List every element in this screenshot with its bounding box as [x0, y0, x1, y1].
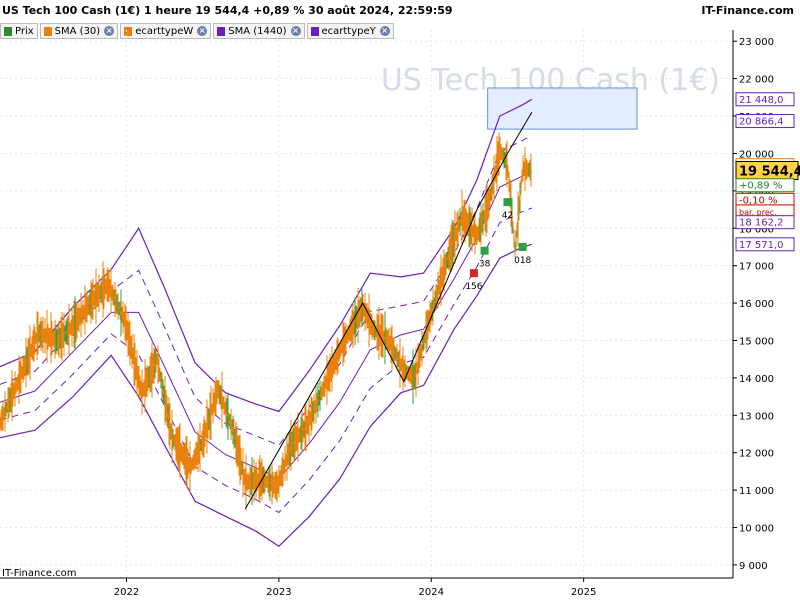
lower-band — [0, 243, 532, 547]
footer-brand: IT-Finance.com — [2, 568, 77, 579]
price-label: 17 571,0 — [735, 237, 795, 252]
target-zone — [487, 87, 638, 130]
price-label-text: 20 866,4 — [739, 117, 784, 128]
signal-marker: 42 — [502, 198, 513, 221]
legend-swatch — [124, 26, 133, 36]
price-label: 20 866,4 — [735, 114, 795, 129]
price-label: -0,10 % — [735, 192, 795, 207]
header-bar: US Tech 100 Cash (1€) 1 heure 19 544,4 +… — [0, 0, 800, 22]
price-label-box — [735, 114, 795, 129]
y-tick-label: 11 000 — [739, 486, 774, 497]
y-tick-label: 15 000 — [739, 336, 774, 347]
y-tick-label: 10 000 — [739, 524, 774, 535]
brand-logo: IT-Finance.com — [701, 4, 794, 17]
legend-item-2[interactable]: ecarttypeW × — [120, 23, 212, 39]
close-icon[interactable]: × — [290, 26, 301, 36]
y-tick-label: 17 000 — [739, 262, 774, 273]
price-series — [0, 132, 532, 511]
price-label: 19 544,4 — [735, 160, 800, 180]
legend-swatch — [4, 26, 12, 36]
legend-label: Prix — [15, 25, 34, 37]
y-tick-label: 9 000 — [739, 561, 768, 572]
close-icon[interactable]: × — [197, 26, 208, 36]
y-tick-label: 18 000 — [739, 224, 774, 235]
upper-band — [0, 98, 533, 413]
legend-item-0[interactable]: Prix — [0, 23, 38, 39]
price-label-text: 19 544,4 — [739, 164, 800, 179]
legend-item-3[interactable]: SMA (1440) × — [213, 23, 305, 39]
marker-shape — [480, 246, 489, 255]
price-label-text: -0,10 % — [739, 195, 778, 206]
y-tick-label: 14 000 — [739, 374, 774, 385]
y-tick-label: 22 000 — [739, 75, 774, 86]
price-label-text: bar. prec. — [739, 208, 777, 217]
x-tick-label: 2024 — [419, 587, 444, 598]
x-tick-label: 2025 — [571, 587, 596, 598]
y-tick-label: 16 000 — [739, 299, 774, 310]
price-label: +0,89 % — [735, 178, 795, 193]
signal-marker: 018 — [514, 242, 532, 266]
y-tick-label: 13 000 — [739, 411, 774, 422]
y-tick-label: 12 000 — [739, 449, 774, 460]
legend-label: ecarttypeW — [135, 25, 194, 37]
close-icon[interactable]: × — [104, 26, 115, 36]
signal-marker: 38 — [479, 246, 491, 270]
indicator-legend: Prix SMA (30) × ecarttypeW × SMA (1440) × ecart… — [0, 23, 396, 39]
close-icon[interactable]: × — [379, 26, 390, 36]
signal-marker: 156 — [465, 269, 483, 292]
x-tick-label: 2023 — [266, 587, 291, 598]
price-label: 18 162,2 — [735, 215, 795, 230]
marker-label: 38 — [479, 260, 491, 270]
price-label: 21 448,0 — [735, 92, 795, 107]
marker-label: 156 — [465, 282, 482, 292]
price-label-text: +0,89 % — [739, 181, 782, 192]
y-tick-label: 19 000 — [739, 187, 774, 198]
price-label-box — [735, 215, 795, 230]
upper-inner-band — [0, 135, 533, 446]
legend-swatch — [310, 26, 319, 36]
marker-shape — [518, 242, 527, 251]
marker-shape — [503, 198, 512, 207]
legend-label: SMA (30) — [54, 25, 101, 37]
legend-item-1[interactable]: SMA (30) × — [39, 23, 119, 39]
marker-label: 42 — [502, 211, 513, 221]
price-label-text: 17 571,0 — [739, 240, 784, 251]
y-tick-label: 23 000 — [739, 37, 774, 48]
trend-line — [244, 112, 533, 510]
sma-1440-line — [0, 171, 533, 480]
legend-label: SMA (1440) — [228, 25, 287, 37]
marker-label: 018 — [514, 256, 531, 266]
price-label-text: 21 448,0 — [739, 95, 784, 106]
sma-30-line — [0, 147, 532, 488]
chart-title: US Tech 100 Cash (1€) 1 heure 19 544,4 +… — [2, 4, 453, 17]
legend-swatch — [43, 26, 52, 36]
y-tick-label: 20 000 — [739, 149, 774, 160]
legend-label: ecarttypeY — [321, 25, 376, 37]
legend-swatch — [217, 26, 226, 36]
legend-item-4[interactable]: ecarttypeY × — [306, 23, 394, 39]
price-label-box — [735, 92, 795, 107]
lower-inner-band — [0, 207, 532, 514]
marker-shape — [469, 269, 478, 278]
price-label-box — [735, 237, 795, 252]
price-label-text: 18 162,2 — [739, 218, 784, 229]
x-tick-label: 2022 — [114, 587, 139, 598]
price-label-box — [735, 178, 795, 193]
